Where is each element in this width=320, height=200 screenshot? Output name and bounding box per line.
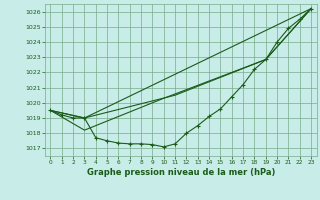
- X-axis label: Graphe pression niveau de la mer (hPa): Graphe pression niveau de la mer (hPa): [87, 168, 275, 177]
